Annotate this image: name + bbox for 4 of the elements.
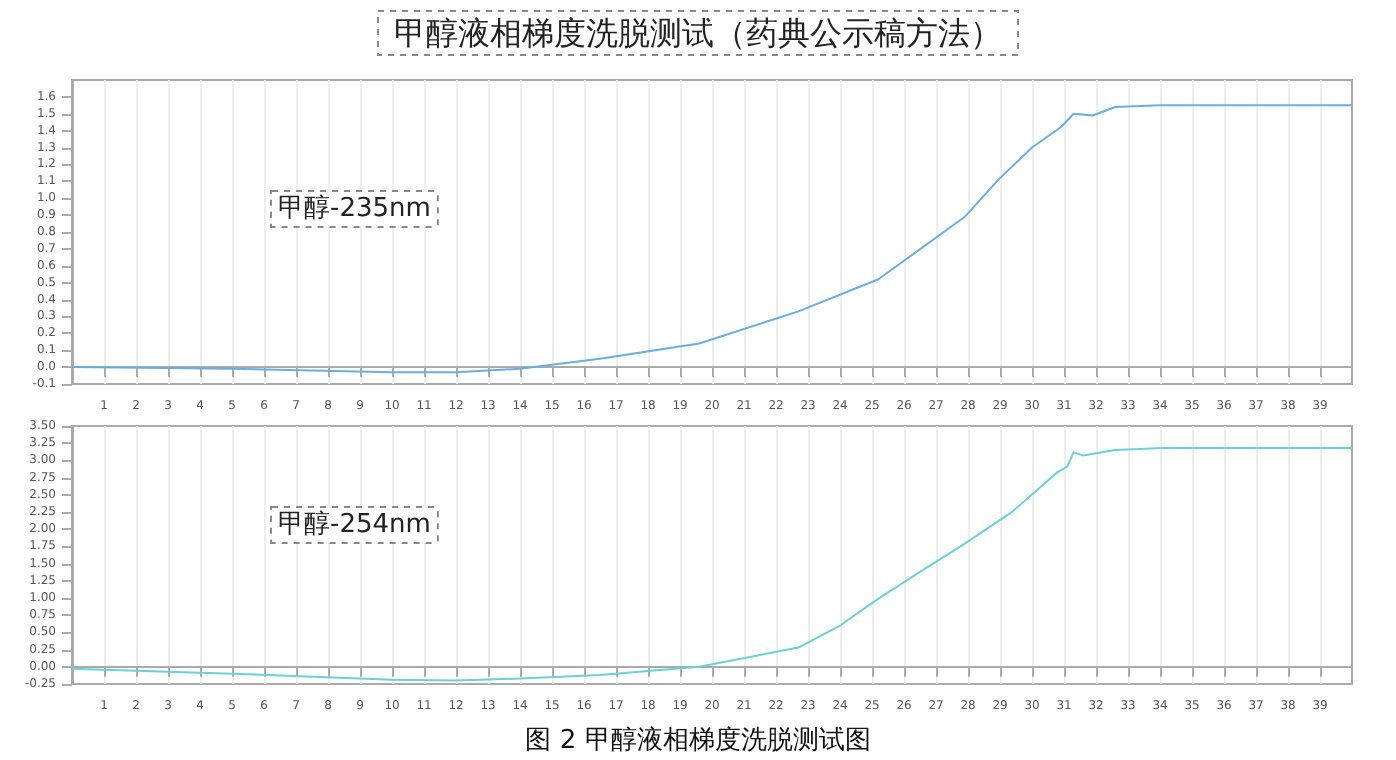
- chart-title: 甲醇液相梯度洗脱测试（药典公示稿方法）: [394, 14, 1002, 52]
- annotation: 甲醇-235nm: [278, 194, 431, 224]
- caption: 图 2 甲醇液相梯度洗脱测试图: [525, 724, 871, 756]
- annotation: 甲醇-254nm: [278, 510, 431, 540]
